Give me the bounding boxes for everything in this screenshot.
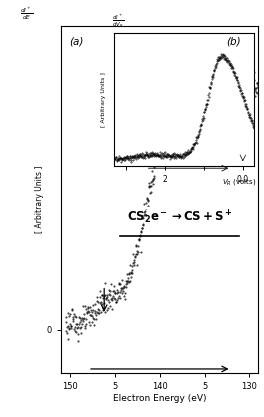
- X-axis label: Electron Energy (eV): Electron Energy (eV): [113, 394, 206, 403]
- Text: $\mathbf{CS_2e^-{\rightarrow}CS+S^+}$: $\mathbf{CS_2e^-{\rightarrow}CS+S^+}$: [126, 208, 233, 226]
- Y-axis label: [ Arbitrary Units ]: [ Arbitrary Units ]: [35, 166, 44, 233]
- Text: $\frac{dI^+}{dE}$: $\frac{dI^+}{dE}$: [20, 5, 33, 22]
- Text: (a): (a): [69, 36, 83, 46]
